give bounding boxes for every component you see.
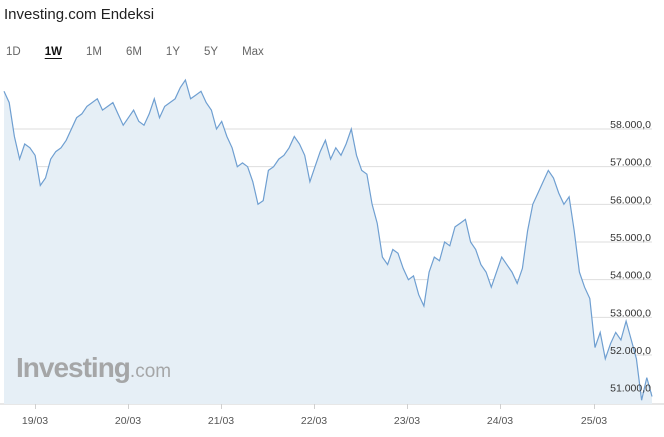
x-tick-label: 23/03 bbox=[394, 415, 420, 427]
x-tick-label: 24/03 bbox=[487, 415, 513, 427]
y-tick-label: 55.000,0 bbox=[610, 232, 651, 244]
x-tick-label: 20/03 bbox=[115, 415, 141, 427]
watermark-tld: .com bbox=[129, 361, 172, 382]
y-axis: 51.000,0 52.000,0 53.000,0 54.000,0 55.000,0… bbox=[610, 119, 651, 395]
watermark-main: Investing bbox=[16, 352, 131, 383]
y-tick-label: 58.000,0 bbox=[610, 119, 651, 131]
range-tab-6m[interactable]: 6M bbox=[125, 46, 142, 58]
x-tick-label: 19/03 bbox=[22, 415, 48, 427]
chart-series-line bbox=[3, 78, 653, 401]
y-tick-label: 54.000,0 bbox=[610, 270, 651, 282]
range-tab-1d[interactable]: 1D bbox=[6, 46, 21, 58]
x-tick-label: 22/03 bbox=[301, 415, 327, 427]
y-tick-label: 57.000,0 bbox=[610, 157, 651, 169]
x-tick-label: 25/03 bbox=[581, 415, 607, 427]
chart-area-fill bbox=[4, 80, 652, 404]
range-tab-1w[interactable]: 1W bbox=[44, 46, 62, 58]
page-title: Investing.com Endeksi bbox=[4, 6, 155, 23]
y-tick-label: 51.000,0 bbox=[610, 383, 651, 395]
range-tab-5y[interactable]: 5Y bbox=[204, 46, 219, 58]
investing-logo-watermark: Investing .com bbox=[16, 352, 171, 384]
x-tick-label: 21/03 bbox=[208, 415, 234, 427]
time-range-tabs: 1D 1W 1M 6M 1Y 5Y Max bbox=[2, 46, 284, 58]
range-tab-max[interactable]: Max bbox=[242, 46, 264, 58]
range-tab-1y[interactable]: 1Y bbox=[165, 46, 180, 58]
x-axis: 19/03 20/03 21/03 22/03 23/03 24/03 25/03 bbox=[22, 404, 607, 427]
y-tick-label: 52.000,0 bbox=[610, 345, 651, 357]
y-tick-label: 56.000,0 bbox=[610, 194, 651, 206]
range-tab-1m[interactable]: 1M bbox=[85, 46, 102, 58]
y-tick-label: 53.000,0 bbox=[610, 307, 651, 319]
